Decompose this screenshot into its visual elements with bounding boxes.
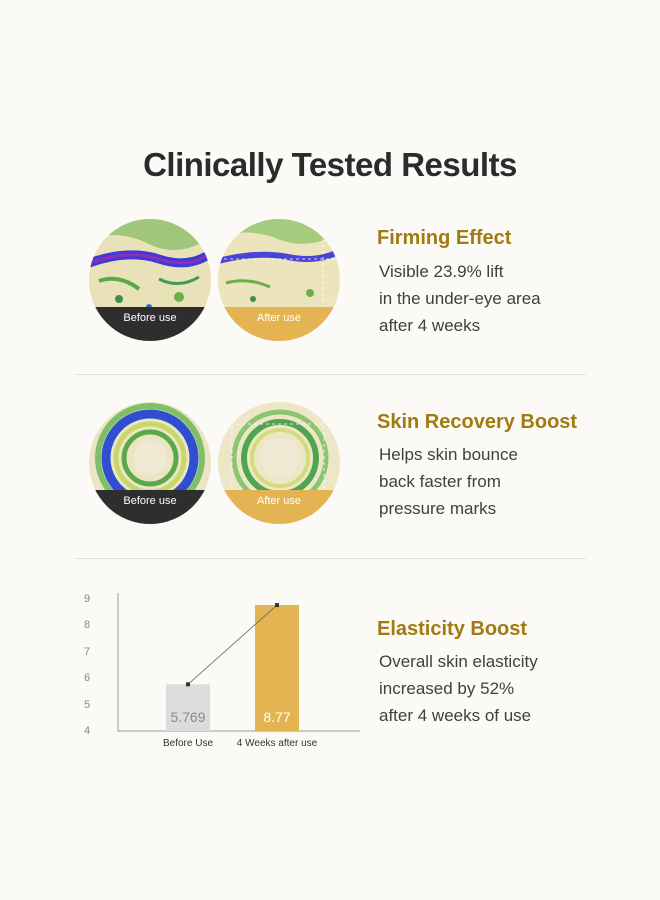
section-divider <box>74 558 586 559</box>
bar-value-label: 8.77 <box>263 709 291 725</box>
before-image-firming: Before use <box>89 219 211 341</box>
section-heading-recovery: Skin Recovery Boost <box>377 411 578 433</box>
trend-point <box>275 603 279 608</box>
chart-bar <box>255 605 299 731</box>
after-use-label: After use <box>218 307 340 341</box>
y-tick-label: 8 <box>84 619 91 632</box>
y-tick-label: 9 <box>84 593 91 605</box>
chart-bar <box>166 684 210 731</box>
before-use-label: Before use <box>89 307 211 341</box>
y-tick-label: 4 <box>84 725 91 737</box>
section-divider <box>74 374 586 375</box>
elasticity-chart: 4 5 6 7 8 9 5.769 Before Use 8.77 4 Weeks after u… <box>70 585 370 760</box>
section-description-elasticity: Overall skin elasticity increased by 52%… <box>379 652 538 725</box>
trend-point <box>186 682 190 687</box>
before-image-recovery: Before use <box>89 402 211 524</box>
y-tick-label: 7 <box>84 645 91 658</box>
after-use-label: After use <box>218 490 340 524</box>
category-label: Before Use <box>162 738 214 749</box>
y-tick-label: 6 <box>84 672 91 685</box>
section-description-recovery: Helps skin bounce back faster from press… <box>379 445 518 518</box>
chart-canvas <box>117 593 360 732</box>
y-tick-label: 5 <box>84 698 91 711</box>
section-description-firming: Visible 23.9% lift in the under-eye area… <box>379 262 541 335</box>
category-label: 4 Weeks after use <box>236 738 318 749</box>
section-heading-firming: Firming Effect <box>377 227 512 249</box>
page-title: Clinically Tested Results <box>143 146 517 183</box>
section-heading-elasticity: Elasticity Boost <box>377 618 528 640</box>
after-image-firming: After use <box>218 219 340 341</box>
after-image-recovery: After use <box>218 402 340 524</box>
chart-axis <box>117 593 360 732</box>
before-use-label: Before use <box>89 490 211 524</box>
bar-value-label: 5.769 <box>170 709 206 725</box>
trend-line <box>187 604 278 685</box>
